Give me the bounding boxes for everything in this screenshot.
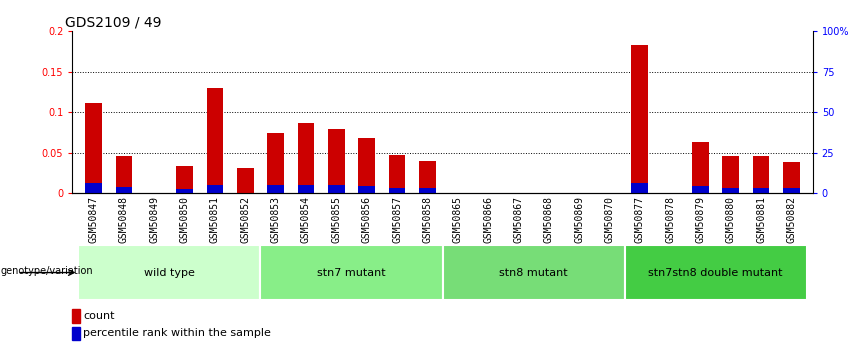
Bar [783,188,800,193]
Bar [72,327,80,340]
Bar [358,138,375,193]
Bar [692,186,709,193]
Bar [267,133,284,193]
FancyBboxPatch shape [78,245,260,300]
FancyBboxPatch shape [260,245,443,300]
Text: stn7 mutant: stn7 mutant [317,268,386,277]
Bar [176,189,193,193]
Bar [419,188,436,193]
Bar [358,186,375,193]
Text: GSM50849: GSM50849 [149,196,159,243]
Text: GSM50850: GSM50850 [180,196,190,243]
Text: GSM50852: GSM50852 [240,196,250,243]
Text: GSM50853: GSM50853 [271,196,281,243]
Bar [328,129,345,193]
Bar [631,183,648,193]
Bar [631,45,648,193]
Text: percentile rank within the sample: percentile rank within the sample [83,328,271,338]
Bar [207,185,223,193]
Bar [753,188,769,193]
Bar [298,185,314,193]
Text: GSM50869: GSM50869 [574,196,584,243]
Text: GSM50866: GSM50866 [483,196,493,243]
Text: GSM50882: GSM50882 [786,196,797,243]
Text: GSM50847: GSM50847 [89,196,99,243]
FancyBboxPatch shape [443,245,625,300]
Text: GSM50865: GSM50865 [453,196,463,243]
Text: GSM50870: GSM50870 [604,196,614,243]
Text: GDS2109 / 49: GDS2109 / 49 [65,16,162,30]
Text: genotype/variation: genotype/variation [1,266,94,276]
Bar [237,168,254,193]
Text: stn8 mutant: stn8 mutant [500,268,568,277]
Bar [389,155,405,193]
Text: GSM50848: GSM50848 [119,196,129,243]
Bar [753,156,769,193]
Bar [116,156,132,193]
Bar [722,156,740,193]
Text: GSM50880: GSM50880 [726,196,736,243]
Text: GSM50868: GSM50868 [544,196,554,243]
Text: GSM50857: GSM50857 [392,196,402,243]
Text: GSM50854: GSM50854 [301,196,311,243]
Text: GSM50855: GSM50855 [331,196,341,243]
Text: count: count [83,311,115,321]
Bar [85,103,102,193]
Text: stn7stn8 double mutant: stn7stn8 double mutant [648,268,783,277]
Bar [116,187,132,193]
Text: GSM50856: GSM50856 [362,196,372,243]
Bar [298,124,314,193]
Text: wild type: wild type [144,268,195,277]
Text: GSM50881: GSM50881 [757,196,766,243]
Text: GSM50878: GSM50878 [665,196,675,243]
Bar [692,142,709,193]
Bar [72,309,80,323]
Bar [207,88,223,193]
Bar [722,188,740,193]
Bar [176,166,193,193]
Bar [783,162,800,193]
Bar [267,185,284,193]
Text: GSM50858: GSM50858 [422,196,432,243]
Text: GSM50867: GSM50867 [513,196,523,243]
Text: GSM50877: GSM50877 [635,196,645,243]
Bar [389,188,405,193]
Text: GSM50851: GSM50851 [210,196,220,243]
Bar [419,161,436,193]
FancyBboxPatch shape [625,245,807,300]
Bar [85,184,102,193]
Text: GSM50879: GSM50879 [695,196,705,243]
Bar [328,185,345,193]
